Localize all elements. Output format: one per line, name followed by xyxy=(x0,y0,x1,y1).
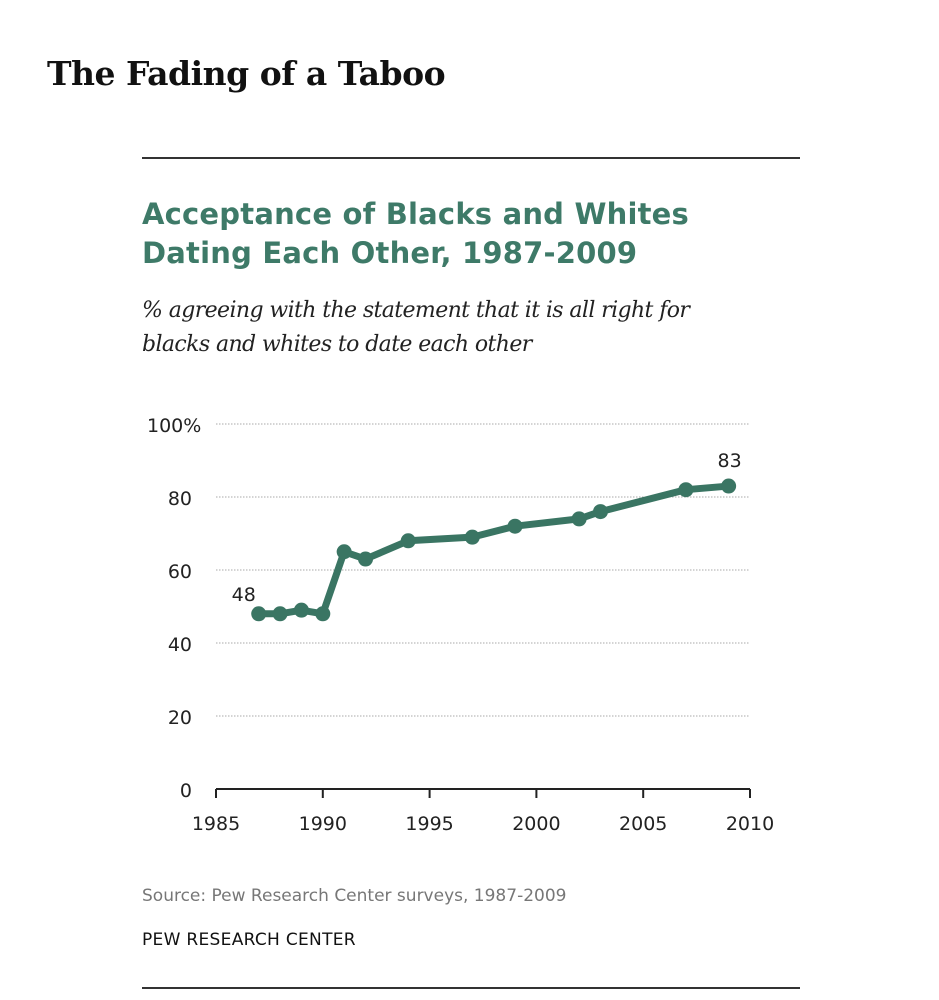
y-tick-label: 100% xyxy=(147,415,201,437)
data-point xyxy=(400,533,416,549)
bottom-divider xyxy=(142,987,800,989)
y-tick-label: 0 xyxy=(180,780,192,802)
chart-subtitle-line: blacks and whites to date each other xyxy=(142,332,532,357)
data-point xyxy=(272,606,288,622)
data-point xyxy=(336,544,352,560)
x-tick-label: 1985 xyxy=(192,813,240,835)
x-tick-label: 1990 xyxy=(299,813,347,835)
data-label: 48 xyxy=(232,584,256,606)
line-chart: 0 20 40 60 80 100% 1985 1990 1995 2000 2005 2010 48 8… xyxy=(147,415,774,835)
data-point xyxy=(571,511,587,527)
top-divider xyxy=(142,157,800,159)
data-point xyxy=(721,478,737,494)
y-tick-label: 60 xyxy=(168,561,192,583)
chart-subtitle: % agreeing with the statement that it is… xyxy=(142,294,802,362)
chart-source: Source: Pew Research Center surveys, 198… xyxy=(142,886,567,906)
page-title: The Fading of a Taboo xyxy=(47,54,446,93)
x-tick-label: 1995 xyxy=(405,813,453,835)
series-line xyxy=(258,482,729,618)
data-point xyxy=(592,504,608,520)
x-tick-label: 2010 xyxy=(726,813,774,835)
chart-subtitle-line: % agreeing with the statement that it is… xyxy=(142,298,690,323)
data-point xyxy=(315,606,331,622)
data-label: 83 xyxy=(718,450,742,472)
data-point xyxy=(507,518,523,534)
data-point xyxy=(358,551,374,567)
x-tick-label: 2005 xyxy=(619,813,667,835)
chart-org: PEW RESEARCH CENTER xyxy=(142,930,356,950)
chart-title: Acceptance of Blacks and Whites Dating E… xyxy=(142,195,802,273)
data-point xyxy=(464,529,480,545)
y-tick-label: 40 xyxy=(168,634,192,656)
data-point xyxy=(293,602,309,618)
chart-title-line: Acceptance of Blacks and Whites xyxy=(142,197,690,231)
data-point xyxy=(678,482,694,498)
x-tick-label: 2000 xyxy=(512,813,560,835)
data-point xyxy=(251,606,267,622)
chart-title-line: Dating Each Other, 1987-2009 xyxy=(142,236,638,270)
y-tick-label: 80 xyxy=(168,488,192,510)
y-tick-label: 20 xyxy=(168,707,192,729)
